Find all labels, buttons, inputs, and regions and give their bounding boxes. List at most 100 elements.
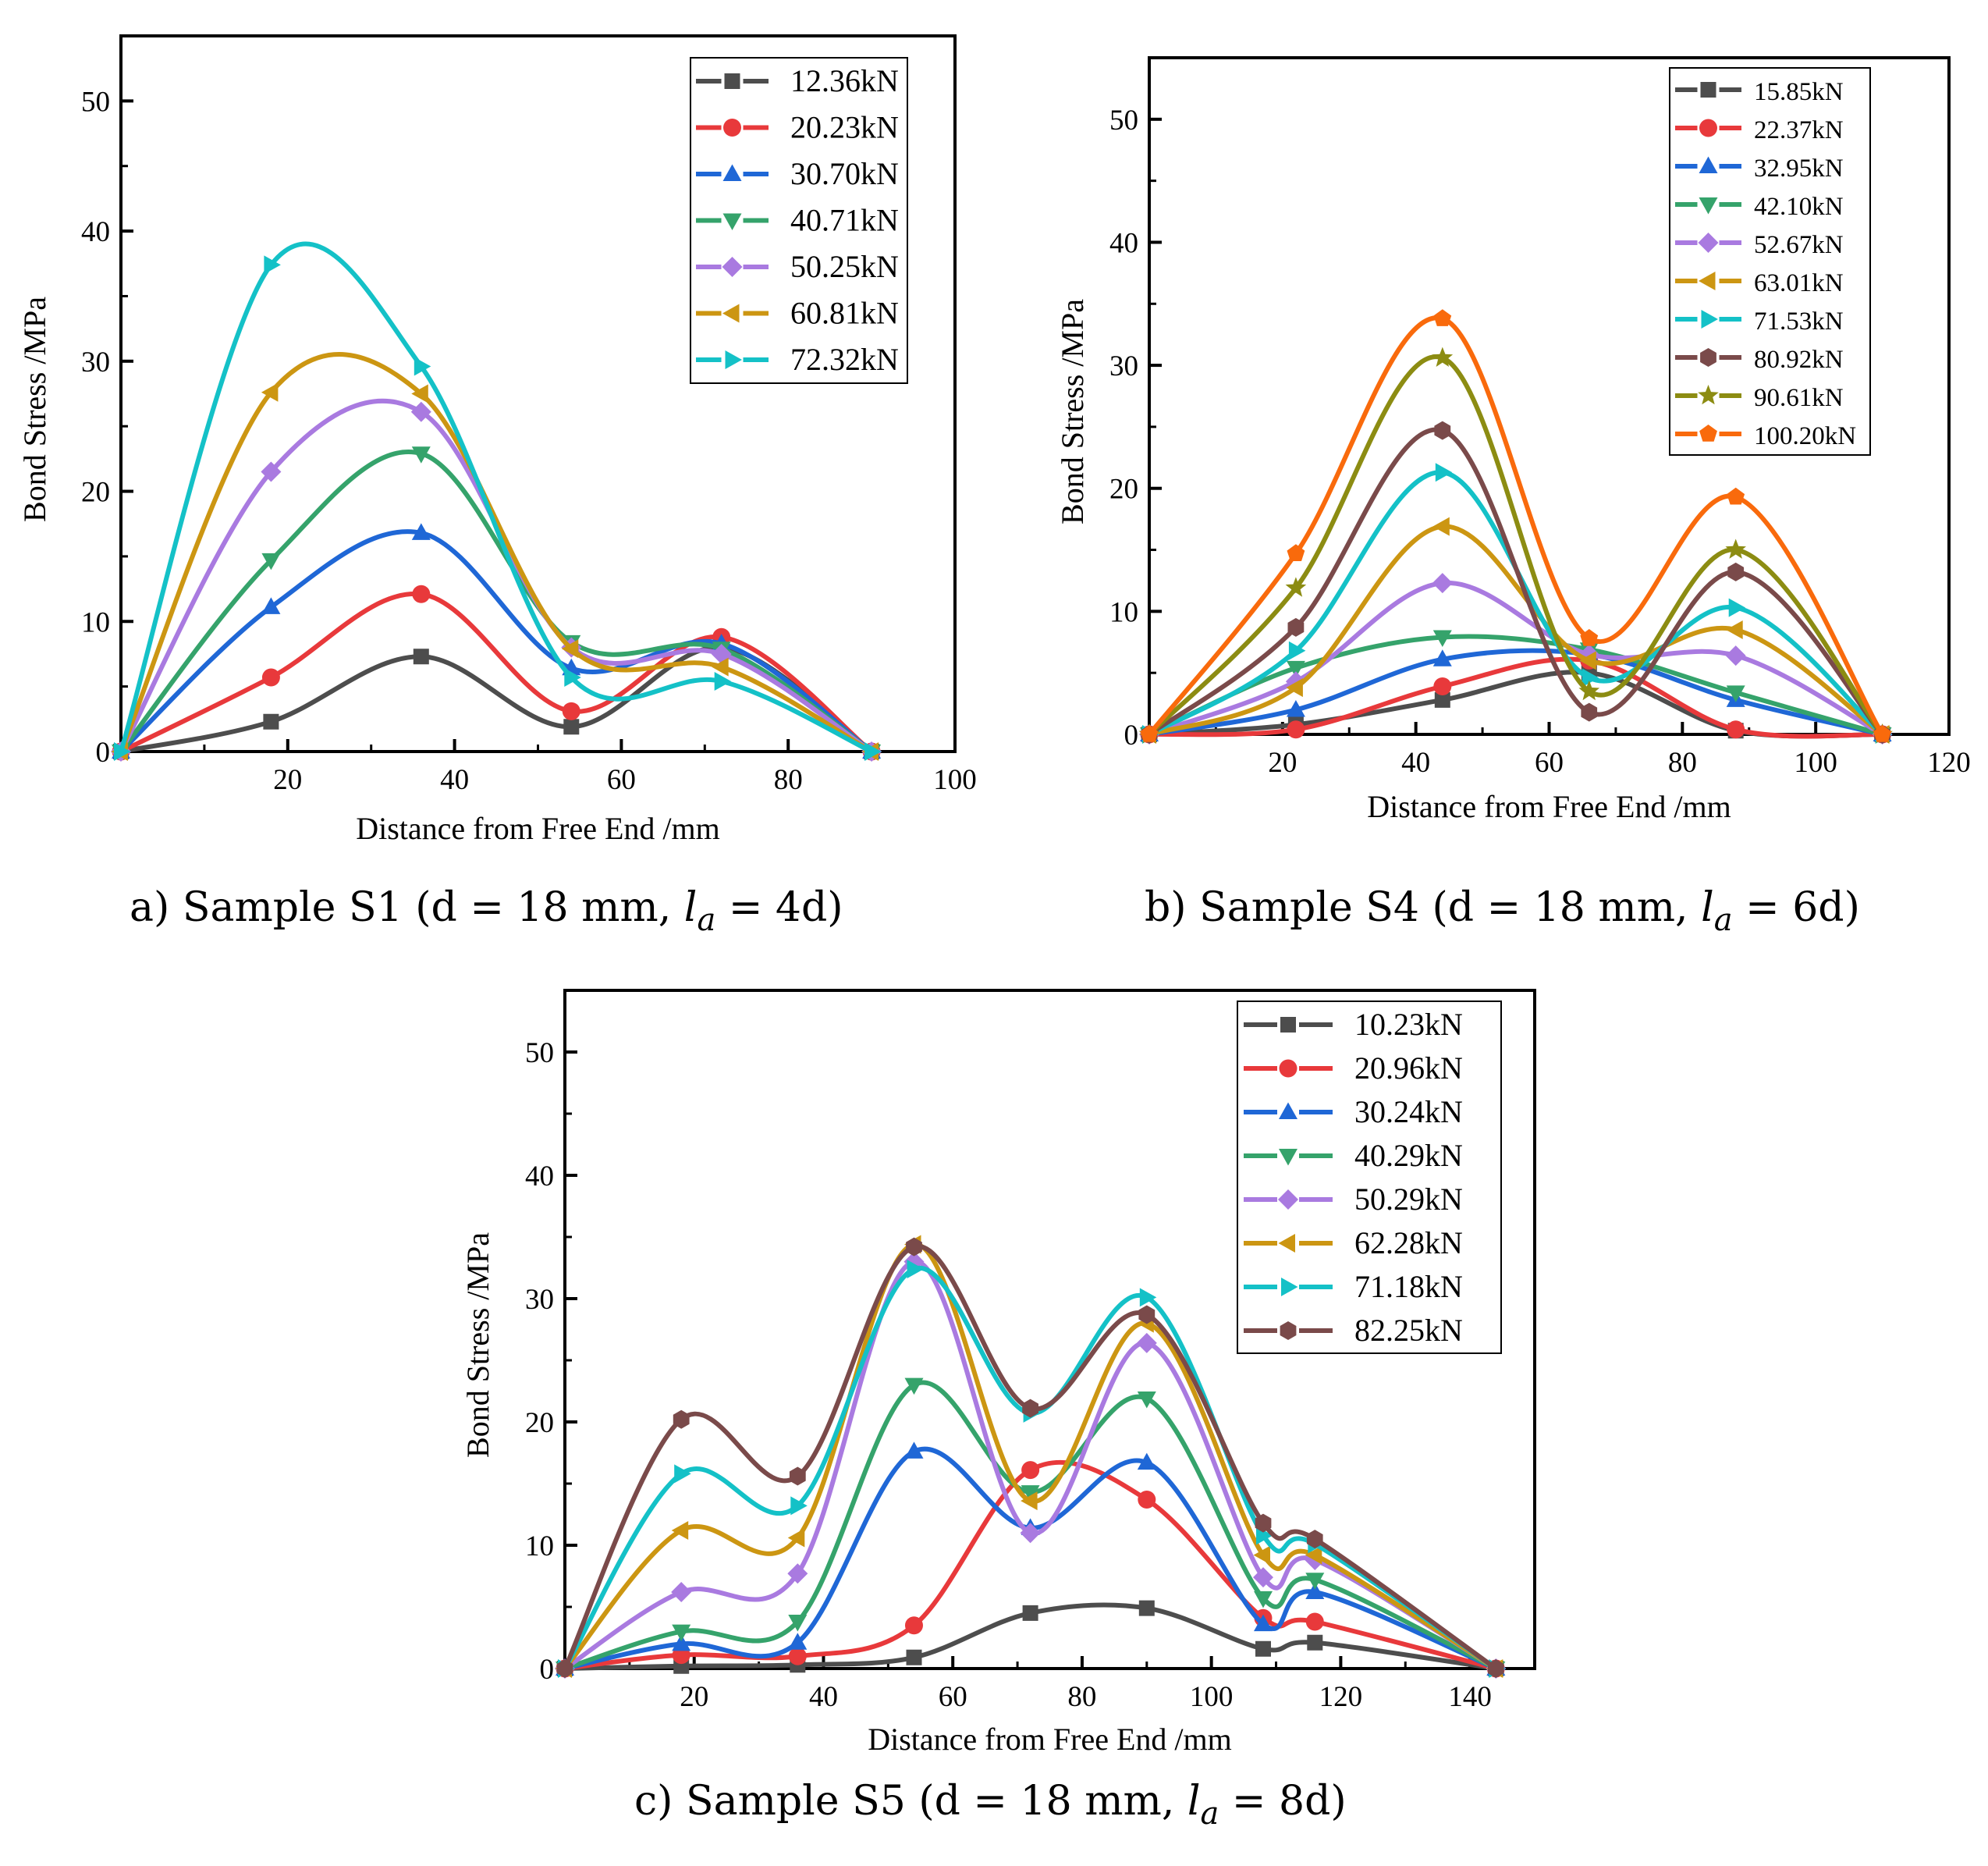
y-axis-title: Bond Stress /MPa: [1055, 299, 1090, 524]
chart-panel-c: 0 10 20 30 40 50 20 40 60 80 100 120 140 Distance fro…: [460, 989, 1536, 1832]
caption-suffix: = 8d): [1219, 1778, 1346, 1825]
caption-variable: l: [1187, 1778, 1201, 1825]
chart-panel-b: 0 10 20 30 40 50 20 40 60 80 100 120 Distance from F…: [1055, 56, 1971, 938]
legend-marker-triangle-left-icon: [1699, 272, 1716, 290]
legend-label: 30.70kN: [790, 156, 899, 191]
x-tick-label: 20: [273, 764, 302, 796]
y-tick-label: 30: [81, 347, 110, 379]
legend-label: 80.92kN: [1754, 346, 1844, 374]
data-point: [1022, 1605, 1038, 1621]
data-point: [1254, 1614, 1273, 1632]
data-point: [1138, 1491, 1156, 1509]
legend-item: 50.25kN: [696, 249, 899, 284]
legend-marker-triangle-right-icon: [725, 350, 742, 369]
data-point: [1255, 1513, 1272, 1533]
legend-item: 30.24kN: [1244, 1094, 1463, 1129]
y-tick-label: 20: [525, 1407, 554, 1439]
legend-marker-square-icon: [1700, 82, 1716, 98]
data-point: [1020, 1523, 1041, 1544]
series-line: [119, 591, 875, 754]
data-point: [410, 401, 431, 422]
data-point: [411, 523, 431, 540]
series-30.70kN: [112, 523, 882, 759]
legend: 15.85kN 22.37kN 32.95kN 42.10kN 52.67kN 63.01…: [1669, 67, 1871, 456]
data-point: [411, 446, 431, 464]
data-point: [672, 1633, 691, 1651]
data-point: [1432, 517, 1450, 536]
data-point: [1287, 720, 1305, 739]
legend-marker-triangle-up-icon: [1279, 1102, 1298, 1119]
data-point: [1726, 685, 1745, 702]
data-point: [1136, 1332, 1157, 1353]
data-point: [1434, 421, 1451, 440]
y-tick-label: 20: [1109, 474, 1138, 506]
legend-label: 20.96kN: [1354, 1050, 1463, 1086]
data-point: [1021, 1491, 1038, 1511]
data-point: [904, 1441, 924, 1459]
y-tick-label: 40: [81, 216, 110, 248]
legend-label: 72.32kN: [790, 342, 899, 377]
series-10.23kN: [557, 1600, 1504, 1676]
legend-label: 100.20kN: [1754, 422, 1856, 450]
data-point: [1307, 1634, 1323, 1651]
legend-label: 50.29kN: [1354, 1182, 1463, 1217]
legend-item: 80.92kN: [1675, 346, 1844, 374]
legend-label: 32.95kN: [1754, 155, 1844, 183]
legend-item: 22.37kN: [1675, 116, 1844, 144]
data-point: [1432, 630, 1452, 647]
y-tick-label: 50: [81, 86, 110, 118]
data-point: [1305, 1573, 1325, 1590]
legend-label: 71.53kN: [1754, 307, 1844, 336]
legend-item: 90.61kN: [1675, 384, 1844, 412]
legend-item: 71.53kN: [1675, 307, 1844, 336]
data-point: [1254, 1591, 1273, 1608]
data-point: [904, 1616, 923, 1635]
data-point: [1306, 1530, 1323, 1549]
data-point: [1137, 1392, 1156, 1409]
data-point: [1305, 1545, 1322, 1565]
legend-marker-circle-icon: [723, 119, 741, 137]
legend-item: 12.36kN: [696, 63, 899, 98]
data-point: [1286, 660, 1305, 678]
legend-item: 32.95kN: [1675, 155, 1844, 183]
y-tick-label: 0: [96, 737, 111, 769]
legend-item: 40.71kN: [696, 203, 899, 238]
legend-label: 50.25kN: [790, 249, 899, 284]
series-100.20kN: [1140, 309, 1891, 742]
data-point: [1288, 641, 1306, 660]
series-50.25kN: [111, 398, 882, 762]
data-point: [1021, 1461, 1040, 1480]
data-point: [562, 702, 580, 720]
legend-marker-hexagon-icon: [1280, 1321, 1297, 1340]
legend-label: 60.81kN: [790, 296, 899, 331]
data-point: [714, 672, 732, 691]
data-point: [1433, 677, 1452, 696]
x-tick-label: 60: [607, 764, 636, 796]
y-tick-label: 50: [1109, 105, 1138, 137]
data-point: [261, 668, 280, 687]
legend-box: [690, 57, 908, 384]
legend-item: 71.18kN: [1244, 1269, 1463, 1304]
data-point: [1435, 463, 1453, 482]
series-line: [1147, 581, 1885, 737]
y-tick-label: 20: [81, 477, 110, 509]
data-point: [1726, 620, 1743, 639]
legend-marker-triangle-down-icon: [1699, 197, 1718, 215]
legend-label: 20.23kN: [790, 110, 899, 145]
legend-marker-diamond-icon: [1698, 233, 1719, 253]
caption-prefix: c) Sample S5 (d = 18 mm,: [634, 1778, 1187, 1825]
data-point: [1305, 1582, 1325, 1599]
legend-label: 82.25kN: [1354, 1313, 1463, 1348]
x-tick-label: 20: [680, 1681, 708, 1713]
data-point: [907, 1260, 924, 1279]
data-point: [261, 597, 281, 614]
data-point: [1727, 487, 1745, 505]
data-point: [412, 585, 431, 603]
data-point: [788, 1647, 807, 1665]
caption-subscript: a: [697, 902, 715, 938]
y-tick-label: 30: [525, 1284, 554, 1316]
y-tick-label: 40: [525, 1160, 554, 1192]
data-point: [561, 639, 579, 659]
series-line: [563, 1244, 1499, 1671]
x-tick-label: 40: [440, 764, 469, 796]
